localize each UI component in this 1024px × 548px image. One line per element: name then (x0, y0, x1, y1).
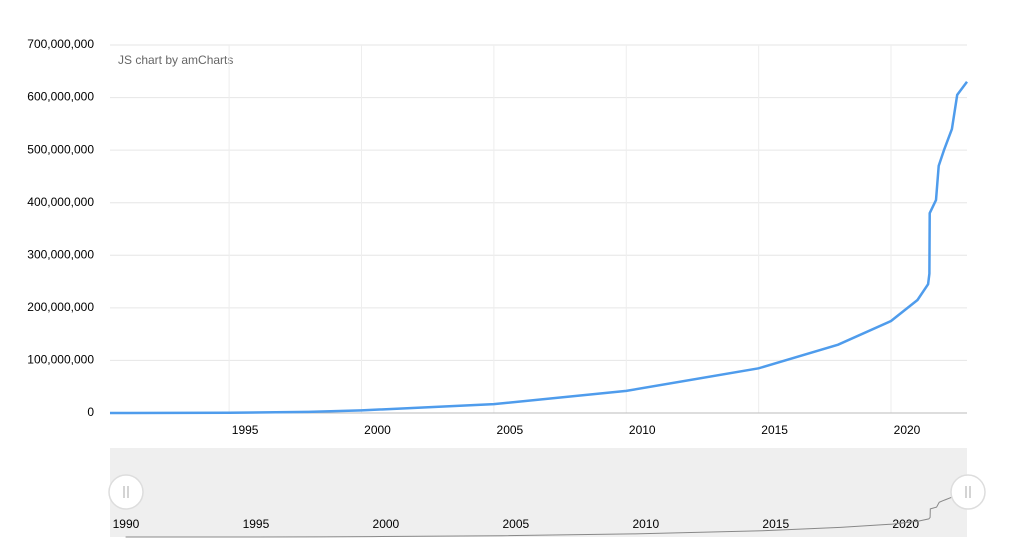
scrollbar-tick-label: 2000 (373, 517, 400, 531)
scrollbar-tick-label: 2020 (892, 517, 919, 531)
scrollbar-background (110, 448, 967, 537)
x-tick-label: 2005 (497, 423, 524, 437)
scrollbar-tick-label: 1990 (113, 517, 140, 531)
scrollbar-line (125, 490, 968, 538)
x-tick-label: 2020 (894, 423, 921, 437)
y-tick-label: 100,000,000 (27, 353, 94, 367)
scrollbar-tick-label: 2015 (762, 517, 789, 531)
y-tick-label: 0 (87, 405, 94, 419)
y-tick-label: 600,000,000 (27, 90, 94, 104)
credit: JS chart by amCharts (118, 53, 233, 67)
y-tick-label: 300,000,000 (27, 247, 94, 261)
x-tick-label: 2010 (629, 423, 656, 437)
scrollbar-tick-label: 2010 (632, 517, 659, 531)
y-tick-label: 500,000,000 (27, 142, 94, 156)
x-tick-label: 2000 (364, 423, 391, 437)
scrollbar-tick-label: 1995 (243, 517, 270, 531)
y-tick-label: 200,000,000 (27, 300, 94, 314)
y-tick-label: 400,000,000 (27, 195, 94, 209)
line (109, 81, 969, 415)
x-tick-label: 1995 (232, 423, 259, 437)
scrollbar-grip[interactable] (950, 474, 986, 510)
scrollbar-grip[interactable] (108, 474, 144, 510)
x-tick-label: 2015 (761, 423, 788, 437)
y-tick-label: 700,000,000 (27, 37, 94, 51)
scrollbar-tick-label: 2005 (502, 517, 529, 531)
